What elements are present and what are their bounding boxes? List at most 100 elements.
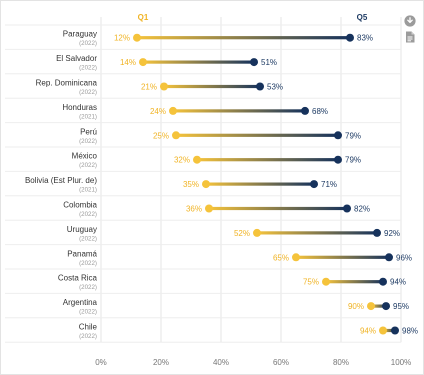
year-label: (2021) [79,113,97,120]
x-tick-label: 100% [391,358,411,367]
year-label: (2022) [79,235,97,242]
q5-dot [343,204,351,213]
year-label: (2022) [79,40,97,47]
range-bar [209,206,347,211]
q1-value-label: 21% [141,83,157,92]
q1-dot [379,326,387,335]
legend-q1: Q1 [138,13,149,22]
grid-lines [5,17,402,343]
document-button[interactable] [404,31,416,43]
year-label: (2021) [79,187,97,194]
q1-dot [133,33,141,42]
range-bar [257,231,377,235]
country-label: El Salvador [56,54,97,63]
q1-dot [253,228,261,237]
q1-dot [172,131,180,140]
q5-value-label: 96% [396,253,412,262]
q5-value-label: 98% [402,327,418,336]
x-tick-label: 60% [273,358,289,367]
q5-value-label: 79% [345,156,361,165]
q5-value-label: 95% [393,302,409,311]
q1-value-label: 35% [183,180,199,189]
q1-dot [205,204,213,213]
year-label: (2022) [79,260,97,267]
country-label: Bolivia (Est Plur. de) [25,176,97,185]
q5-dot [250,58,258,67]
x-axis: 0% 20% 40% 60% 80% 100% [95,358,411,367]
range-bar [326,280,383,284]
q5-value-label: 92% [384,229,400,238]
q1-dot [292,253,300,262]
q5-dot [301,106,309,115]
q5-value-label: 79% [345,131,361,140]
q1-dot [193,155,201,164]
legend: Q1 Q5 [138,13,368,22]
q5-dot [310,180,318,189]
q5-value-label: 51% [261,58,277,67]
range-bar [164,84,260,89]
range-bar [206,182,314,186]
q1-value-label: 90% [348,302,364,311]
q5-dot [373,228,381,237]
x-tick-label: 20% [153,358,169,367]
year-label: (2022) [79,138,97,145]
q5-dot [334,131,342,140]
country-label: Chile [79,323,98,332]
q1-dot [322,277,330,286]
q1-value-label: 12% [114,34,130,43]
range-bar [296,255,389,259]
range-bar [137,36,350,40]
q1-value-label: 75% [303,278,319,287]
q5-dot [391,326,399,335]
country-label: Uruguay [67,225,97,234]
q1-value-label: 36% [186,205,202,214]
document-icon [406,31,415,43]
q1-value-label: 24% [150,107,166,116]
range-bar [143,60,254,64]
x-tick-label: 80% [333,358,349,367]
q5-dot [346,33,354,42]
q5-dot [256,82,264,91]
year-label: (2022) [79,211,97,218]
range-bar [383,328,395,333]
range-bar [371,304,386,308]
year-label: (2022) [79,65,97,72]
country-label: Paraguay [63,30,97,39]
q1-dot [202,180,210,189]
download-button[interactable] [404,15,416,27]
q1-value-label: 25% [153,131,169,140]
q5-dot [382,302,390,311]
x-tick-label: 40% [213,358,229,367]
q1-value-label: 65% [273,253,289,262]
x-tick-label: 0% [95,358,107,367]
year-label: (2022) [79,89,97,96]
country-label: Perú [80,127,97,136]
range-bar [197,158,338,162]
year-label: (2022) [79,333,97,340]
download-circle-icon [404,15,416,27]
country-label: Costa Rica [58,274,98,283]
q5-value-label: 94% [390,278,406,287]
q1-value-label: 32% [174,156,190,165]
q5-dot [379,277,387,286]
range-bar [176,133,338,137]
q5-value-label: 83% [357,34,373,43]
q1-value-label: 14% [120,58,136,67]
year-label: (2022) [79,162,97,169]
legend-q5: Q5 [357,13,368,22]
q1-value-label: 52% [234,229,250,238]
q1-dot [139,58,147,67]
q1-dot [169,106,177,115]
category-labels: Paraguay(2022)El Salvador(2022)Rep. Domi… [25,30,98,340]
q5-dot [385,253,393,262]
q5-value-label: 68% [312,107,328,116]
q5-value-label: 82% [354,205,370,214]
q1-dot [367,302,375,311]
year-label: (2022) [79,284,97,291]
year-label: (2022) [79,309,97,316]
q1-dot [160,82,168,91]
dumbbells: 12% 83% 14% 51% 21% 53% 24% 68% 25% 79% 32% 79% 35% 7… [114,33,418,336]
q1-value-label: 94% [360,327,376,336]
